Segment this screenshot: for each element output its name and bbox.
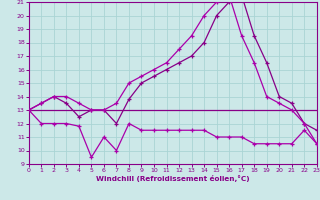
X-axis label: Windchill (Refroidissement éolien,°C): Windchill (Refroidissement éolien,°C)	[96, 175, 250, 182]
